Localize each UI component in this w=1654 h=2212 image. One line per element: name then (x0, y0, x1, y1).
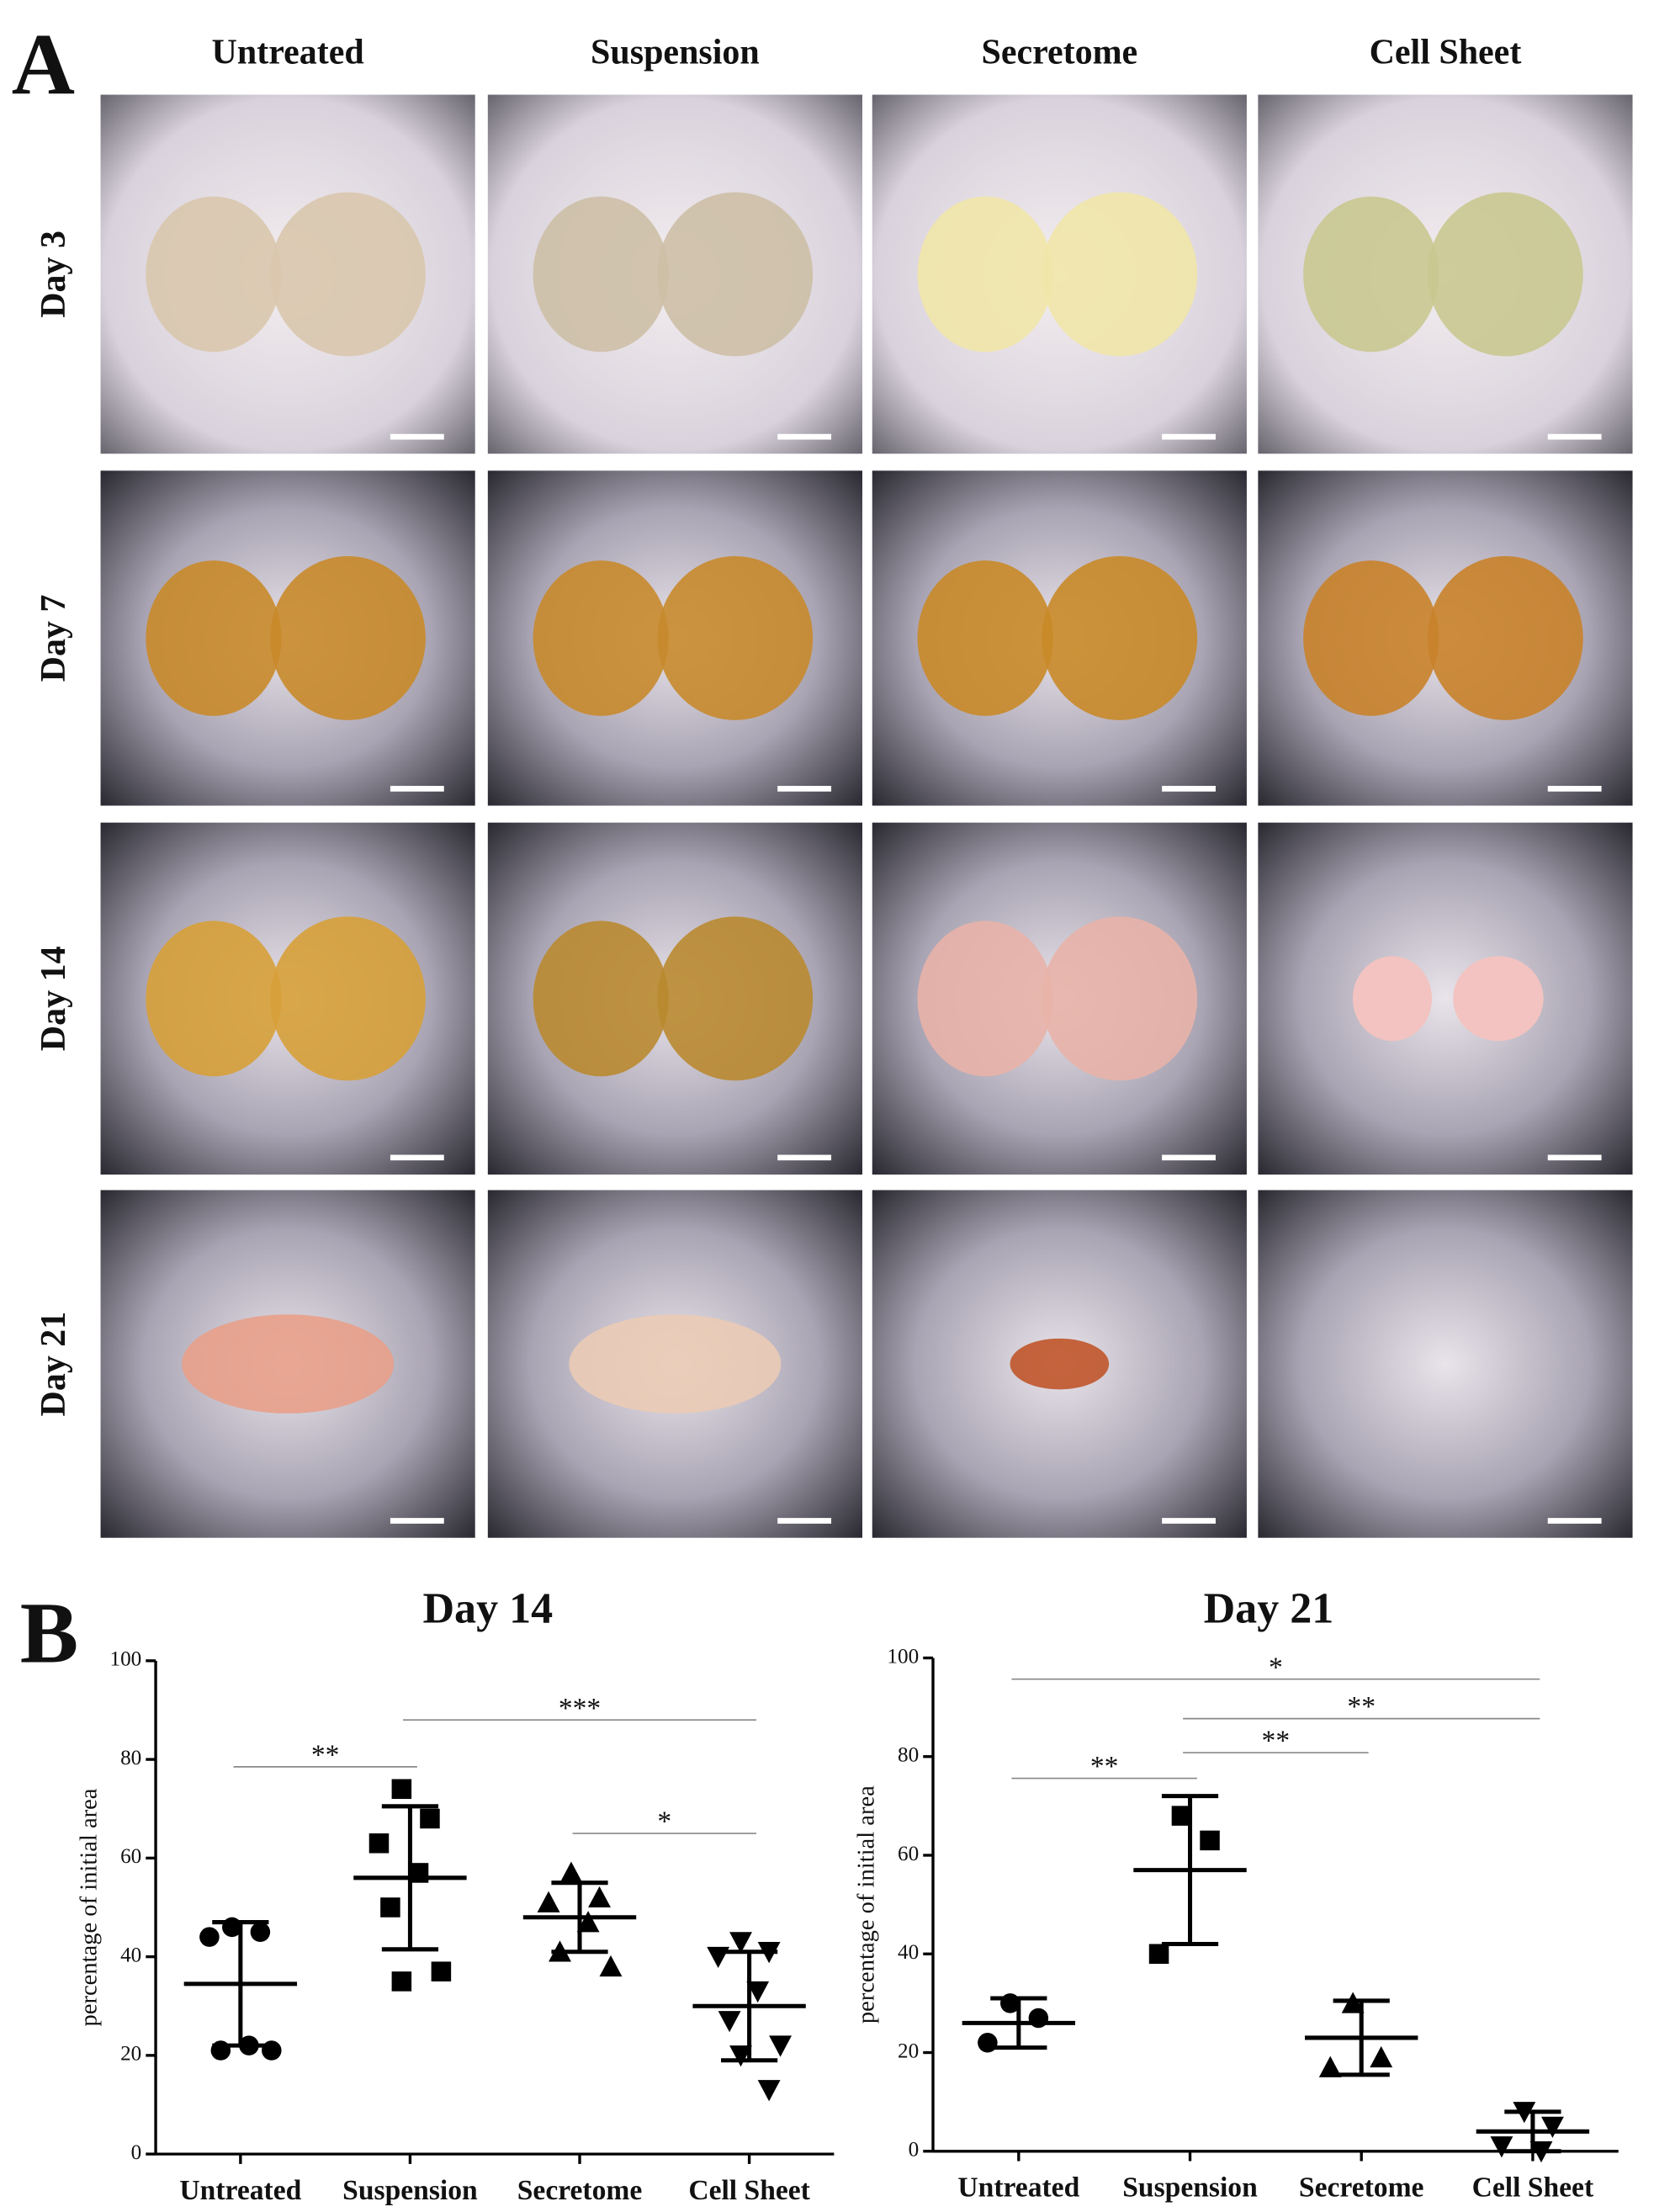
data-point (431, 1961, 452, 1981)
data-point (391, 1971, 412, 1992)
significance-label: ** (1262, 1726, 1291, 1757)
data-point (576, 1911, 600, 1933)
y-tick-label: 100 (887, 1645, 919, 1668)
significance-label: * (657, 1806, 671, 1838)
row-header: Day 3 (34, 231, 73, 318)
x-tick-label: Untreated (957, 2172, 1079, 2204)
wound (1427, 192, 1583, 357)
wound (533, 196, 669, 353)
wound (657, 556, 814, 720)
panel-label: A (12, 15, 75, 113)
significance-label: ** (1090, 1751, 1119, 1782)
wound (1303, 196, 1439, 353)
y-tick-label: 40 (120, 1944, 141, 1966)
chart-title: Day 14 (422, 1584, 553, 1632)
data-point (757, 2080, 781, 2102)
data-point (769, 2035, 793, 2057)
data-point (537, 1891, 560, 1912)
data-point (746, 1981, 770, 2003)
significance-label: ** (1347, 1691, 1376, 1722)
wound (1427, 556, 1583, 720)
data-point (1148, 1944, 1169, 1965)
y-tick-label: 60 (898, 1843, 919, 1865)
wound (917, 560, 1053, 716)
wound (533, 560, 669, 716)
significance-label: * (1269, 1652, 1283, 1683)
data-point (199, 1927, 220, 1947)
wound (146, 560, 282, 716)
data-point (718, 2011, 741, 2033)
column-header: Suspension (591, 34, 760, 72)
data-point (729, 2045, 752, 2067)
wound (917, 196, 1053, 353)
data-point (559, 1861, 583, 1883)
row-header: Day 7 (34, 595, 73, 682)
y-axis-label: percentage of initial area (77, 1788, 103, 2026)
wound (1042, 556, 1198, 720)
significance-label: ** (311, 1740, 340, 1771)
x-tick-label: Secretome (1299, 2172, 1424, 2204)
wound (270, 192, 426, 357)
y-tick-label: 100 (109, 1648, 141, 1671)
significance-label: *** (559, 1693, 601, 1724)
y-tick-label: 40 (898, 1941, 919, 1964)
data-point (1540, 2116, 1564, 2138)
wound (917, 920, 1053, 1077)
x-tick-label: Suspension (342, 2175, 478, 2206)
wound (270, 916, 426, 1081)
chart-title: Day 21 (1204, 1584, 1334, 1632)
data-point (1490, 2136, 1514, 2158)
row-header: Day 21 (34, 1312, 73, 1417)
wound (657, 916, 814, 1081)
wound (657, 192, 814, 357)
wound (569, 1314, 782, 1414)
x-tick-label: Suspension (1122, 2172, 1258, 2204)
x-tick-label: Untreated (179, 2175, 301, 2206)
y-tick-label: 20 (120, 2043, 141, 2066)
data-point (1370, 2045, 1393, 2068)
wound (1010, 1338, 1110, 1390)
y-tick-label: 0 (909, 2139, 920, 2162)
column-header: Untreated (212, 34, 364, 72)
y-tick-label: 80 (120, 1747, 141, 1769)
wound (146, 196, 282, 353)
data-point (1171, 1806, 1192, 1826)
wound (182, 1314, 395, 1414)
photo (1258, 822, 1633, 1175)
wound (1303, 560, 1439, 716)
data-point (250, 1922, 271, 1943)
wound (1453, 956, 1544, 1042)
x-tick-label: Cell Sheet (688, 2175, 810, 2206)
panel-label: B (20, 1584, 78, 1682)
wound (270, 556, 426, 720)
y-tick-label: 20 (898, 2040, 919, 2062)
column-header: Secretome (981, 34, 1137, 72)
x-tick-label: Cell Sheet (1472, 2172, 1594, 2204)
wound (1352, 956, 1432, 1042)
data-point (1200, 1830, 1220, 1851)
data-point (368, 1833, 390, 1854)
data-point (588, 1886, 611, 1908)
data-point (380, 1897, 400, 1918)
photo (1258, 1190, 1633, 1538)
y-tick-label: 0 (131, 2141, 142, 2164)
data-point (1318, 2056, 1342, 2077)
wound (146, 920, 282, 1077)
data-point (391, 1779, 412, 1800)
data-point (599, 1955, 623, 1977)
row-header: Day 14 (34, 946, 73, 1051)
column-header: Cell Sheet (1370, 34, 1522, 72)
data-point (420, 1808, 440, 1829)
wound (533, 920, 669, 1077)
wound (1042, 916, 1198, 1081)
data-point (729, 1932, 752, 1954)
wound (1042, 192, 1198, 357)
y-tick-label: 80 (898, 1744, 919, 1767)
y-axis-label: percentage of initial area (853, 1785, 879, 2024)
x-tick-label: Secretome (517, 2175, 643, 2206)
y-tick-label: 60 (120, 1845, 141, 1868)
